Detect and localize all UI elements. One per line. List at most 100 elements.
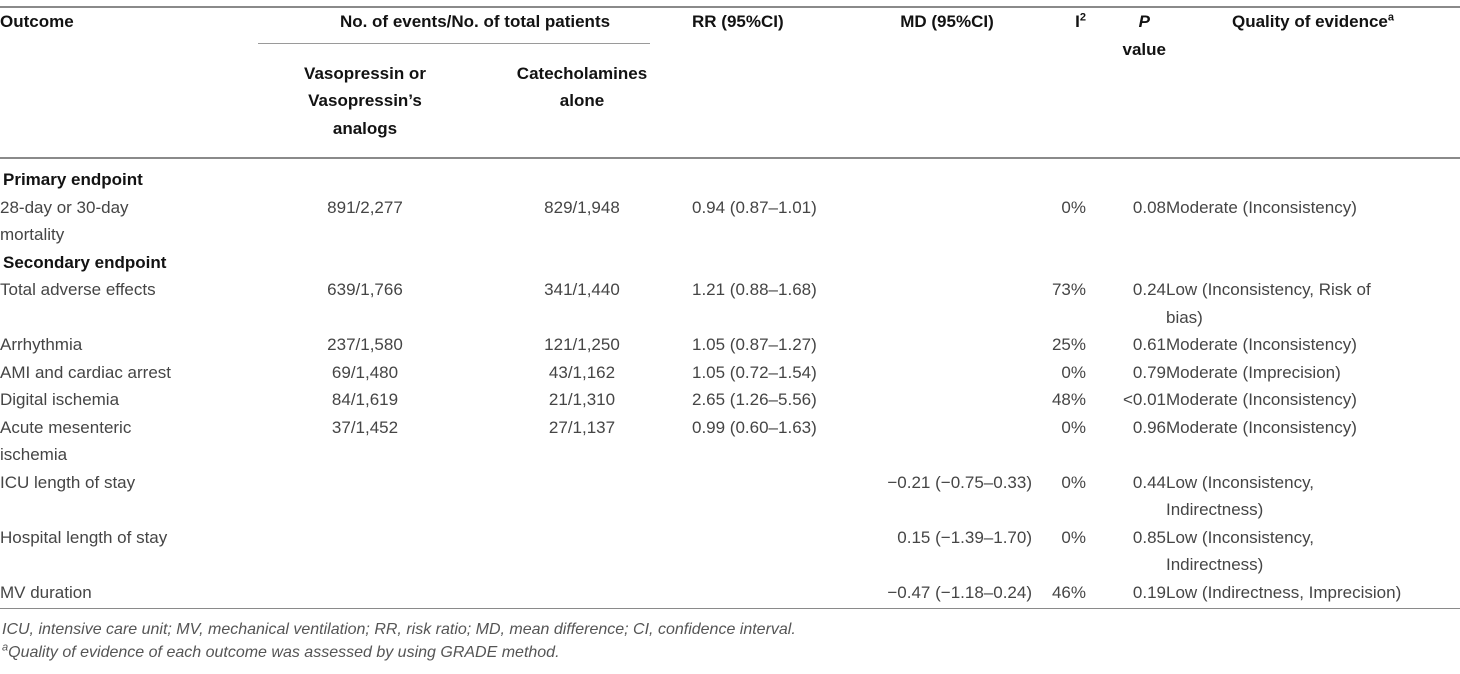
section-row-secondary-endpoint: Secondary endpoint — [0, 249, 1460, 277]
i2-cell: 73% — [1051, 280, 1086, 299]
quality-cell: Low (Inconsistency, Risk of bias) — [1166, 280, 1371, 327]
catecholamines-events-cell: 121/1,250 — [544, 335, 620, 354]
footnote-grade-method: aQuality of evidence of each outcome was… — [2, 641, 1460, 664]
outcome-cell: 28-day or 30-day mortality — [0, 197, 129, 245]
table-row-mortality: 28-day or 30-day mortality 891/2,277 829… — [0, 194, 1460, 249]
md-cell — [862, 386, 1032, 414]
footnote-grade-text: Quality of evidence of each outcome was … — [8, 644, 560, 661]
quality-cell: Low (Indirectness, Imprecision) — [1166, 578, 1460, 609]
rr-cell: 0.94 (0.87–1.01) — [692, 197, 817, 217]
top-rule — [0, 6, 1460, 8]
outcome-cell: Total adverse effects — [0, 280, 156, 299]
p-value-cell: 0.61 — [1132, 335, 1166, 354]
col-header-events-group: No. of events/No. of total patients — [258, 8, 692, 44]
p-value-cell: 0.08 — [1132, 197, 1166, 217]
p-value-cell: 0.79 — [1132, 362, 1166, 382]
md-cell: −0.21 (−0.75–0.33) — [887, 472, 1032, 492]
md-cell — [862, 194, 1032, 249]
outcomes-table: Outcome No. of events/No. of total patie… — [0, 8, 1460, 609]
outcome-cell: Hospital length of stay — [0, 527, 168, 547]
outcome-cell: Arrhythmia — [0, 335, 83, 354]
outcome-cell: AMI and cardiac arrest — [0, 362, 172, 382]
i2-cell: 0% — [1061, 527, 1086, 547]
col-header-i2: I2 — [1032, 8, 1086, 159]
vasopressin-events-cell: 84/1,619 — [331, 390, 399, 409]
col-header-vasopressin: Vasopressin or Vasopressin’s analogs — [258, 43, 472, 159]
p-value-cell: 0.24 — [1132, 280, 1166, 299]
table-row-hospital-length-of-stay: Hospital length of stay 0.15 (−1.39–1.70… — [0, 524, 1460, 579]
i2-cell: 0% — [1061, 197, 1086, 217]
quality-superscript: a — [1387, 11, 1394, 24]
quality-cell: Moderate (Inconsistency) — [1166, 197, 1357, 217]
catecholamines-events-cell: 27/1,137 — [548, 417, 616, 437]
col-header-outcome: Outcome — [0, 8, 258, 159]
rr-cell — [692, 578, 862, 609]
quality-cell: Moderate (Inconsistency) — [1166, 417, 1357, 437]
md-cell: −0.47 (−1.18–0.24) — [862, 578, 1032, 609]
i2-label: I — [1075, 12, 1080, 31]
catecholamines-events-cell — [472, 524, 692, 579]
p-value-label: P value — [1123, 8, 1166, 63]
section-row-primary-endpoint: Primary endpoint — [0, 158, 1460, 194]
catecholamines-events-cell: 21/1,310 — [548, 390, 616, 409]
rr-cell — [692, 524, 862, 579]
col-header-rr: RR (95%CI) — [692, 8, 862, 159]
md-cell — [862, 414, 1032, 469]
vasopressin-events-cell — [258, 469, 472, 524]
p-value-cell: <0.01 — [1122, 390, 1166, 409]
i2-cell: 25% — [1051, 335, 1086, 354]
outcome-cell: ICU length of stay — [0, 472, 136, 492]
catecholamines-events-cell — [472, 578, 692, 609]
header-row-sub: Vasopressin or Vasopressin’s analogs Cat… — [0, 43, 1460, 159]
vasopressin-events-cell: 639/1,766 — [327, 280, 403, 299]
md-cell: 0.15 (−1.39–1.70) — [897, 527, 1032, 547]
i2-cell: 0% — [1061, 362, 1086, 382]
col-header-catecholamines: Catecholamines alone — [472, 43, 692, 159]
i2-cell: 46% — [1032, 578, 1086, 609]
quality-cell: Moderate (Inconsistency) — [1166, 390, 1357, 409]
p-value-cell: 0.96 — [1132, 417, 1166, 437]
quality-cell: Moderate (Inconsistency) — [1166, 335, 1357, 354]
p-value-cell: 0.44 — [1132, 472, 1166, 492]
p-value-cell: 0.19 — [1086, 578, 1166, 609]
md-cell — [862, 331, 1032, 359]
section-label: Primary endpoint — [3, 170, 143, 189]
vasopressin-events-cell: 237/1,580 — [327, 335, 403, 354]
quality-cell: Moderate (Imprecision) — [1166, 362, 1341, 382]
rr-cell: 1.21 (0.88–1.68) — [692, 280, 817, 299]
table-row-mv-duration: MV duration −0.47 (−1.18–0.24) 46% 0.19 … — [0, 578, 1460, 609]
vasopressin-events-cell: 69/1,480 — [331, 362, 399, 382]
outcome-cell: Acute mesenteric ischemia — [0, 417, 132, 465]
rr-cell — [692, 469, 862, 524]
quality-label: Quality of evidence — [1231, 12, 1388, 31]
table-row-acute-mesenteric-ischemia: Acute mesenteric ischemia 37/1,452 27/1,… — [0, 414, 1460, 469]
vasopressin-events-cell: 37/1,452 — [331, 417, 399, 437]
table-footnotes: ICU, intensive care unit; MV, mechanical… — [0, 618, 1460, 664]
col-header-quality: Quality of evidencea — [1166, 8, 1460, 159]
header-row-top: Outcome No. of events/No. of total patie… — [0, 8, 1460, 159]
events-group-label: No. of events/No. of total patients — [339, 12, 611, 31]
rr-cell: 0.99 (0.60–1.63) — [692, 417, 817, 437]
i2-cell: 0% — [1061, 472, 1086, 492]
footnote-abbreviations: ICU, intensive care unit; MV, mechanical… — [2, 621, 796, 638]
i2-cell: 0% — [1061, 417, 1086, 437]
md-cell — [862, 276, 1032, 331]
outcome-cell: Digital ischemia — [0, 390, 120, 409]
col-header-p-value: P value — [1086, 8, 1166, 159]
table-body: Primary endpoint 28-day or 30-day mortal… — [0, 158, 1460, 609]
p-label-line1: P — [1138, 12, 1150, 31]
catecholamines-events-cell: 829/1,948 — [544, 197, 620, 217]
rr-cell: 1.05 (0.87–1.27) — [692, 335, 817, 354]
vasopressin-events-cell: 891/2,277 — [327, 197, 403, 217]
i2-cell: 48% — [1051, 390, 1086, 409]
vasopressin-events-cell — [258, 524, 472, 579]
catecholamines-events-cell — [472, 469, 692, 524]
rr-cell: 1.05 (0.72–1.54) — [692, 362, 817, 382]
footnote-superscript-a: a — [2, 641, 9, 654]
table-row-icu-length-of-stay: ICU length of stay −0.21 (−0.75–0.33) 0%… — [0, 469, 1460, 524]
catecholamines-events-cell: 43/1,162 — [548, 362, 616, 382]
section-label: Secondary endpoint — [3, 252, 167, 272]
col-header-md: MD (95%CI) — [862, 8, 1032, 159]
vasopressin-events-cell — [258, 578, 472, 609]
